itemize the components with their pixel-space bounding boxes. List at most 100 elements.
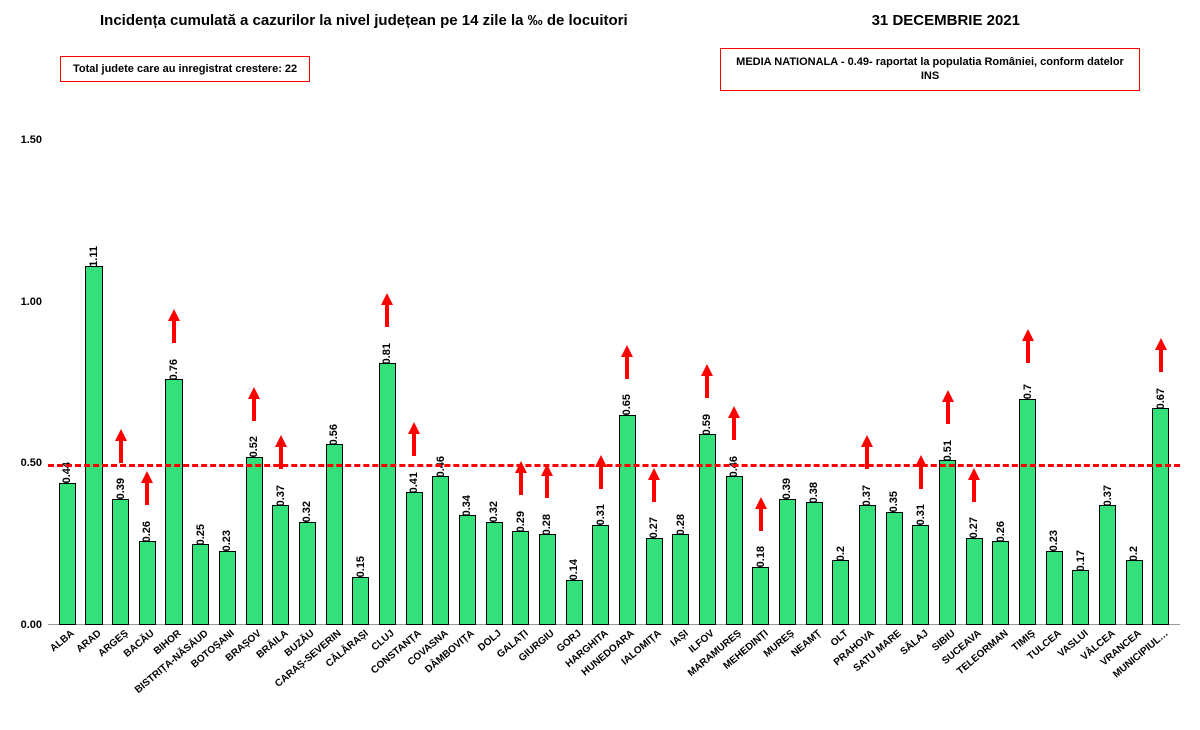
bar: 0.39 <box>779 499 796 625</box>
bar: 0.15 <box>352 577 369 626</box>
bar-slot: 0.29GALAȚI <box>507 140 534 625</box>
bar: 0.46 <box>432 476 449 625</box>
bar-slot: 0.2OLT <box>827 140 854 625</box>
bar-value-label: 0.35 <box>888 489 900 512</box>
bar-slot: 0.46COVASNA <box>427 140 454 625</box>
bar: 0.28 <box>672 534 689 625</box>
bar-slot: 0.38NEAMȚ <box>801 140 828 625</box>
bar-slot: 0.26BACĂU <box>134 140 161 625</box>
trend-up-arrow-icon <box>408 422 420 458</box>
bar-slot: 0.18MEHEDINȚI <box>747 140 774 625</box>
bar: 0.38 <box>806 502 823 625</box>
bar-slot: 0.34DÂMBOVIȚA <box>454 140 481 625</box>
bar: 0.46 <box>726 476 743 625</box>
trend-up-arrow-icon <box>595 455 607 491</box>
trend-up-arrow-icon <box>381 293 393 329</box>
bar: 0.23 <box>1046 551 1063 625</box>
bar: 0.17 <box>1072 570 1089 625</box>
bar-value-label: 0.14 <box>568 557 580 580</box>
bar: 0.39 <box>112 499 129 625</box>
bar: 0.26 <box>992 541 1009 625</box>
bar-slot: 0.15CĂLĂRAȘI <box>347 140 374 625</box>
bar: 0.51 <box>939 460 956 625</box>
bar-slot: 0.39ARGEȘ <box>107 140 134 625</box>
bar-slot: 0.28GIURGIU <box>534 140 561 625</box>
trend-up-arrow-icon <box>115 429 127 465</box>
bar-slot: 0.25BISTRIȚA-NĂSĂUD <box>187 140 214 625</box>
trend-up-arrow-icon <box>942 390 954 426</box>
bar: 0.37 <box>1099 505 1116 625</box>
bar-slot: 0.7TIMIȘ <box>1014 140 1041 625</box>
bar-value-label: 0.23 <box>221 528 233 551</box>
bar: 0.32 <box>299 522 316 625</box>
bar-slot: 0.27IALOMIȚA <box>641 140 668 625</box>
bar-value-label: 0.32 <box>301 499 313 522</box>
bar-slot: 0.56CARAȘ-SEVERIN <box>321 140 348 625</box>
bar-value-label: 0.39 <box>781 476 793 499</box>
bar-value-label: 0.41 <box>408 470 420 493</box>
chart-title: Incidența cumulată a cazurilor la nivel … <box>100 12 628 29</box>
bar-value-label: 0.31 <box>915 502 927 525</box>
trend-up-arrow-icon <box>701 364 713 400</box>
trend-up-arrow-icon <box>621 345 633 381</box>
bar-value-label: 0.34 <box>461 493 473 516</box>
y-tick-label: 0.00 <box>21 619 42 631</box>
bar: 0.76 <box>165 379 182 625</box>
chart-container: Incidența cumulată a cazurilor la nivel … <box>0 0 1200 730</box>
bar-value-label: 0.37 <box>1102 483 1114 506</box>
bar-slot: 0.23TULCEA <box>1041 140 1068 625</box>
bar-value-label: 0.15 <box>355 554 367 577</box>
bar: 0.18 <box>752 567 769 625</box>
bar-slot: 0.41CONSTANȚA <box>401 140 428 625</box>
bar-slot: 0.31HARGHITA <box>587 140 614 625</box>
bar: 1.11 <box>85 266 102 625</box>
bar-value-label: 0.18 <box>755 544 767 567</box>
bar: 0.44 <box>59 483 76 625</box>
bars-group: 0.44ALBA1.11ARAD0.39ARGEȘ0.26BACĂU0.76BI… <box>54 140 1174 625</box>
summary-box-left: Total judete care au inregistrat crester… <box>60 56 310 82</box>
bar-slot: 0.51SIBIU <box>934 140 961 625</box>
bar-value-label: 0.23 <box>1048 528 1060 551</box>
bar-value-label: 0.56 <box>328 422 340 445</box>
trend-up-arrow-icon <box>968 468 980 504</box>
bar: 0.31 <box>592 525 609 625</box>
bar-value-label: 0.29 <box>515 509 527 532</box>
bar: 0.31 <box>912 525 929 625</box>
trend-up-arrow-icon <box>861 435 873 471</box>
bar: 0.2 <box>832 560 849 625</box>
bar-slot: 0.35SATU MARE <box>881 140 908 625</box>
bar-slot: 0.59ILFOV <box>694 140 721 625</box>
bar-value-label: 0.67 <box>1155 386 1167 409</box>
bar-slot: 0.31SĂLAJ <box>908 140 935 625</box>
bar-slot: 0.32BUZĂU <box>294 140 321 625</box>
bar-slot: 0.27SUCEAVA <box>961 140 988 625</box>
bar: 0.52 <box>246 457 263 625</box>
bar: 0.41 <box>406 492 423 625</box>
bar-value-label: 0.65 <box>621 392 633 415</box>
bar: 0.37 <box>859 505 876 625</box>
bar-slot: 0.67MUNICIPIUL… <box>1148 140 1175 625</box>
bar-value-label: 0.76 <box>168 357 180 380</box>
trend-up-arrow-icon <box>755 497 767 533</box>
bar-slot: 0.17VASLUI <box>1068 140 1095 625</box>
bar: 0.35 <box>886 512 903 625</box>
bar-value-label: 0.28 <box>675 512 687 535</box>
bar: 0.2 <box>1126 560 1143 625</box>
bar: 0.14 <box>566 580 583 625</box>
plot-area: 0.44ALBA1.11ARAD0.39ARGEȘ0.26BACĂU0.76BI… <box>48 140 1180 625</box>
bar-slot: 0.81CLUJ <box>374 140 401 625</box>
bar-slot: 0.14GORJ <box>561 140 588 625</box>
bar-value-label: 0.32 <box>488 499 500 522</box>
bar-slot: 0.37BRĂILA <box>267 140 294 625</box>
y-tick-label: 1.50 <box>21 134 42 146</box>
bar-value-label: 0.59 <box>701 412 713 435</box>
bar: 0.26 <box>139 541 156 625</box>
bar: 0.81 <box>379 363 396 625</box>
bar-value-label: 0.25 <box>195 522 207 545</box>
bar-slot: 0.76BIHOR <box>161 140 188 625</box>
bar-value-label: 0.38 <box>808 480 820 503</box>
bar-slot: 0.65HUNEDOARA <box>614 140 641 625</box>
bar: 0.28 <box>539 534 556 625</box>
bar-value-label: 0.26 <box>141 519 153 542</box>
y-tick-label: 0.50 <box>21 457 42 469</box>
